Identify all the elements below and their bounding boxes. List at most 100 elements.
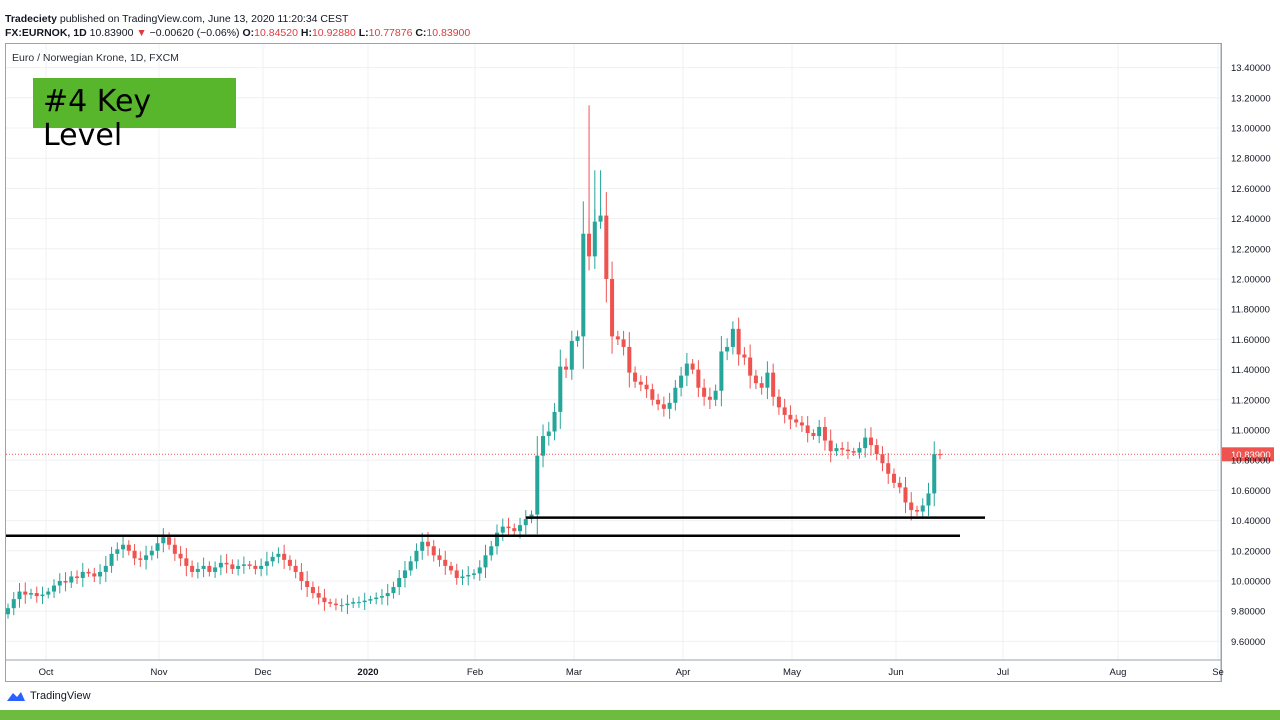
candle-body	[558, 366, 563, 412]
candle	[500, 518, 505, 541]
candle-body	[857, 448, 862, 453]
candle	[828, 429, 833, 463]
low-value: 10.77876	[368, 27, 413, 39]
candle-body	[834, 448, 839, 452]
candle	[247, 560, 252, 570]
y-tick-label: 13.40000	[1231, 63, 1271, 74]
y-tick-label: 12.00000	[1231, 275, 1271, 286]
last-price-badge	[1222, 447, 1274, 462]
candle	[535, 436, 540, 535]
candle	[52, 579, 57, 598]
candle	[466, 566, 471, 586]
candle	[69, 571, 74, 588]
candle-body	[144, 555, 149, 560]
candle-body	[552, 411, 557, 432]
candle	[736, 317, 741, 366]
candle-body	[69, 576, 74, 583]
candle	[218, 555, 223, 576]
candle-body	[736, 328, 741, 355]
candle-body	[149, 550, 154, 556]
candle-body	[310, 587, 315, 594]
candle	[11, 592, 16, 616]
candle	[765, 361, 770, 400]
x-tick-label: Jul	[997, 667, 1009, 678]
candle-body	[805, 425, 810, 434]
candle	[408, 556, 413, 576]
publisher-name: Tradeciety	[5, 13, 57, 25]
candle-body	[494, 532, 500, 547]
candle	[253, 560, 258, 575]
price-change: −0.00620 (−0.06%)	[149, 27, 240, 39]
candle	[132, 544, 137, 566]
candle-body	[759, 383, 764, 388]
candle-body	[270, 556, 275, 562]
candle-body	[339, 605, 344, 607]
candle-body	[477, 567, 482, 574]
candle	[454, 563, 459, 585]
candle-body	[748, 357, 753, 376]
candle-body	[765, 372, 770, 388]
candle-body	[627, 346, 632, 373]
candle-body	[431, 546, 436, 556]
candle	[178, 546, 183, 567]
candle	[161, 528, 166, 553]
candle-body	[679, 375, 684, 388]
candle-body	[500, 526, 505, 533]
candle	[811, 429, 816, 440]
candle	[581, 201, 586, 369]
candle	[368, 595, 373, 605]
candle-body	[414, 550, 419, 562]
candle-body	[57, 581, 62, 586]
candle	[891, 468, 896, 489]
y-tick-label: 10.80000	[1231, 456, 1271, 467]
candle-body	[454, 570, 459, 578]
candle	[224, 554, 229, 574]
candle-body	[138, 558, 143, 560]
candle	[443, 550, 448, 575]
candle-body	[282, 553, 287, 560]
candle-body	[17, 591, 22, 600]
candle	[661, 396, 666, 417]
candle-body	[195, 568, 200, 572]
x-tick-label: Nov	[151, 667, 168, 678]
candle-body	[397, 577, 402, 588]
candle	[40, 586, 45, 605]
candle-body	[11, 599, 16, 609]
candle-body	[776, 396, 781, 408]
candle-body	[305, 581, 310, 588]
y-tick-label: 13.20000	[1231, 93, 1271, 104]
candle	[523, 510, 528, 535]
candle-body	[40, 594, 45, 597]
candle-body	[379, 596, 384, 598]
candle-body	[822, 426, 827, 441]
last-price: 10.83900	[89, 27, 134, 39]
candle	[230, 559, 235, 574]
y-tick-label: 11.00000	[1231, 426, 1270, 437]
candle	[932, 441, 937, 507]
candle-body	[132, 550, 137, 559]
candle	[489, 540, 494, 561]
candle	[707, 387, 712, 410]
candle	[86, 568, 91, 577]
candle	[471, 569, 477, 580]
candle-body	[684, 363, 689, 376]
candle	[115, 542, 120, 561]
candle	[541, 424, 546, 468]
y-tick-label: 12.80000	[1231, 154, 1271, 165]
candle-body	[863, 437, 868, 449]
candle	[690, 359, 695, 375]
candle-body	[483, 555, 488, 568]
publish-info: Tradeciety published on TradingView.com,…	[5, 13, 348, 25]
candle	[80, 562, 85, 588]
candle	[713, 384, 718, 406]
candle	[339, 598, 344, 612]
candle	[759, 376, 764, 395]
tradingview-brand[interactable]: TradingView	[6, 690, 91, 702]
down-arrow-icon: ▼	[136, 27, 147, 39]
candle	[564, 358, 569, 378]
candle	[184, 548, 189, 577]
candle	[310, 581, 315, 599]
candle	[799, 415, 804, 432]
candle	[788, 405, 793, 430]
